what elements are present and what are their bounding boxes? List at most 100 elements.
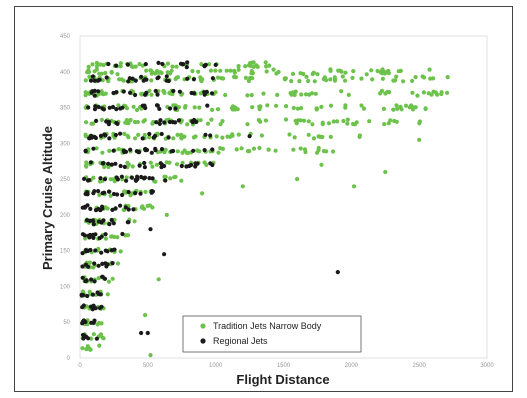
data-point	[112, 179, 117, 184]
data-point	[359, 103, 364, 108]
data-point	[129, 175, 134, 180]
plot-area	[79, 35, 488, 359]
data-point	[218, 122, 223, 127]
data-point	[185, 76, 190, 81]
data-point	[195, 148, 200, 153]
data-point	[309, 91, 315, 96]
y-tick-label: 450	[60, 34, 71, 40]
data-point	[298, 118, 303, 123]
data-point	[289, 92, 294, 97]
data-point	[429, 92, 434, 97]
data-point	[157, 121, 162, 126]
data-point	[97, 71, 102, 76]
data-point	[173, 106, 178, 111]
data-point	[148, 68, 154, 73]
data-point	[140, 204, 145, 209]
data-point	[106, 122, 111, 127]
data-point	[149, 92, 154, 97]
data-point	[266, 147, 271, 152]
data-point	[299, 92, 304, 97]
data-point	[249, 71, 254, 76]
data-point	[174, 162, 180, 167]
data-point	[171, 136, 176, 141]
data-point	[92, 78, 97, 83]
data-point	[289, 79, 294, 84]
data-point	[119, 174, 124, 179]
data-point	[177, 89, 182, 94]
data-point	[134, 149, 139, 154]
data-point	[80, 251, 85, 256]
data-point	[125, 133, 130, 138]
data-point	[114, 120, 119, 126]
data-point	[326, 121, 332, 126]
data-point	[137, 163, 142, 168]
data-point	[99, 321, 104, 326]
data-point	[191, 91, 197, 96]
data-point	[439, 90, 444, 95]
x-tick-label: 0	[78, 363, 82, 369]
data-point	[375, 68, 380, 74]
data-point	[380, 76, 385, 81]
data-point	[137, 62, 142, 67]
data-point	[92, 69, 97, 74]
data-point	[150, 164, 155, 169]
data-point	[324, 78, 329, 83]
data-point	[140, 136, 145, 141]
data-point	[90, 74, 95, 79]
data-point	[156, 277, 161, 282]
y-tick-label: 350	[60, 106, 71, 112]
data-point	[91, 191, 96, 196]
data-point	[246, 78, 251, 84]
data-point	[210, 107, 215, 112]
data-point	[133, 64, 138, 69]
data-point	[236, 64, 241, 69]
data-point	[313, 91, 318, 96]
data-points	[79, 60, 450, 358]
data-point	[335, 270, 340, 275]
data-point	[87, 218, 92, 224]
data-point	[224, 68, 229, 73]
data-point	[191, 77, 196, 82]
data-point	[310, 122, 315, 127]
data-point	[93, 208, 99, 213]
data-point	[94, 118, 99, 123]
data-point	[290, 71, 296, 76]
data-point	[391, 78, 396, 83]
data-point	[321, 149, 327, 154]
data-point	[139, 330, 144, 336]
data-point	[346, 92, 351, 97]
data-point	[193, 134, 198, 139]
data-point	[383, 91, 388, 96]
data-point	[148, 160, 153, 165]
data-point	[102, 177, 108, 182]
data-point	[91, 222, 96, 227]
data-point	[140, 103, 145, 108]
data-point	[88, 347, 93, 352]
x-tick-label: 1500	[277, 363, 291, 369]
data-point	[85, 190, 90, 195]
data-point	[364, 72, 369, 77]
legend-label-narrow-body: Tradition Jets Narrow Body	[213, 321, 322, 331]
data-point	[215, 107, 221, 112]
data-point	[148, 227, 153, 232]
data-point	[306, 78, 311, 84]
data-point	[135, 119, 140, 125]
data-point	[82, 233, 87, 238]
data-point	[96, 292, 101, 297]
data-point	[228, 134, 233, 139]
data-point	[141, 119, 146, 124]
data-point	[417, 137, 422, 142]
data-point	[219, 76, 224, 81]
data-point	[113, 206, 118, 211]
data-point	[284, 104, 289, 109]
data-point	[115, 192, 120, 197]
data-point	[96, 104, 101, 110]
data-point	[93, 248, 98, 253]
data-point	[86, 64, 91, 69]
data-point	[158, 118, 163, 123]
data-point	[251, 146, 257, 151]
data-point	[100, 78, 105, 83]
data-point	[257, 145, 262, 151]
data-point	[105, 262, 110, 267]
data-point	[154, 162, 159, 167]
